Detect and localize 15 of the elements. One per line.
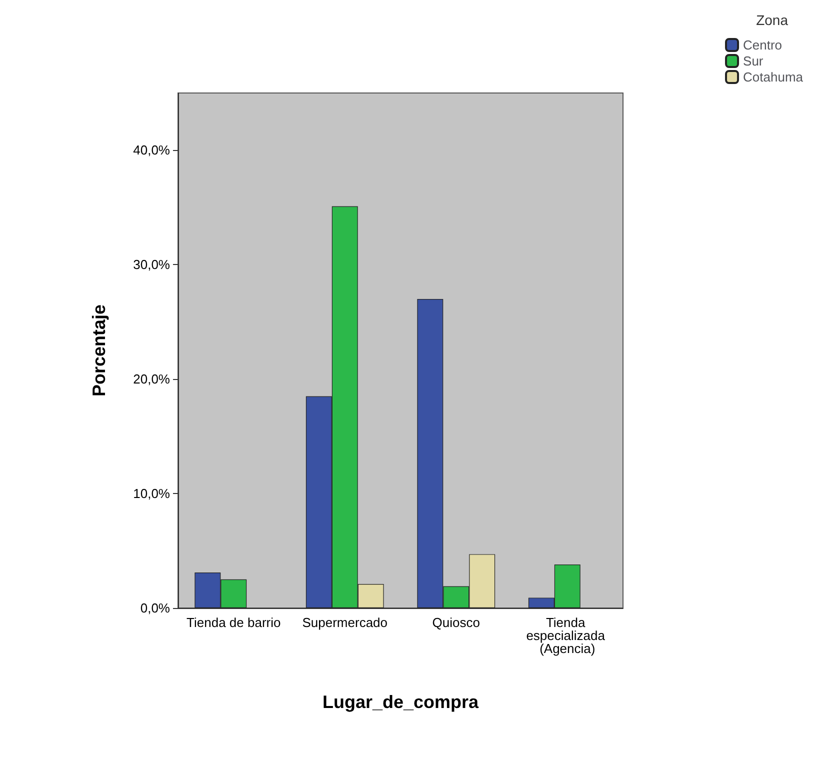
legend-label: Centro: [743, 38, 782, 52]
legend-label: Cotahuma: [743, 70, 804, 84]
legend-label: Sur: [743, 54, 764, 68]
y-axis-title: Porcentaje: [89, 304, 109, 397]
x-tick-label: Supermercado: [302, 615, 388, 630]
y-tick-label: 40,0%: [133, 142, 170, 158]
y-tick-label: 30,0%: [133, 257, 170, 272]
x-axis-title: Lugar_de_compra: [322, 692, 480, 712]
y-tick-label: 10,0%: [133, 486, 170, 502]
x-tick-label: Tienda especializada (Agencia): [526, 615, 609, 656]
x-tick-label: Tienda de barrio: [186, 615, 281, 630]
x-tick-label: Quiosco: [432, 615, 480, 630]
y-tick-label: 20,0%: [133, 372, 170, 387]
y-tick-label: 0,0%: [140, 600, 170, 616]
legend-title: Zona: [756, 12, 788, 28]
